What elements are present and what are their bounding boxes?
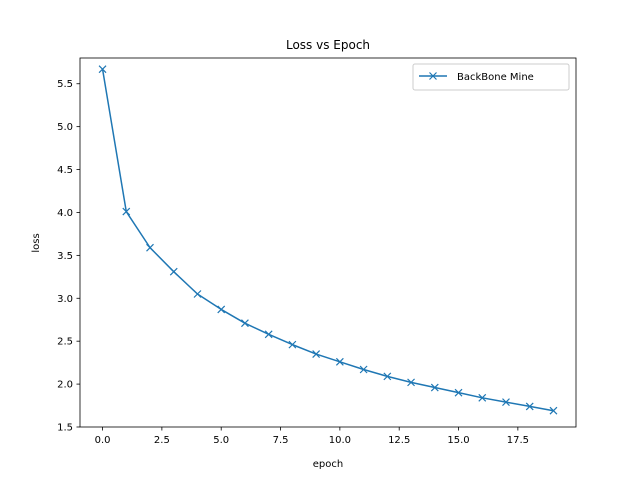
legend-box	[412, 63, 570, 91]
y-tick-label: 4.0	[57, 208, 73, 219]
data-point-marker	[383, 372, 392, 381]
data-point-marker	[193, 290, 202, 298]
plot-area: 0.0 2.5 5.0 7.5 10.0 12.5 15.0 17.5 1.5 2.0 2.5 3.0…	[57, 65, 558, 446]
x-tick-label: 7.5	[273, 435, 289, 446]
data-point-marker	[264, 330, 273, 339]
data-point-marker	[478, 393, 487, 402]
data-point-marker	[549, 406, 558, 415]
x-tick-label: 0.0	[95, 435, 111, 446]
data-point-marker	[169, 267, 178, 276]
legend-marker-swatch	[429, 72, 437, 80]
legend-entry-label: BackBone Mine	[457, 72, 534, 83]
legend: BackBone Mine	[412, 63, 570, 91]
data-point-marker	[525, 402, 534, 411]
y-axis-label: loss	[31, 233, 42, 252]
data-point-marker	[98, 65, 107, 74]
x-tick-label: 12.5	[388, 435, 410, 446]
data-point-marker	[454, 388, 463, 397]
y-tick-label: 5.0	[57, 122, 73, 133]
chart-title: Loss vs Epoch	[286, 38, 370, 52]
y-tick-label: 1.5	[57, 423, 73, 434]
data-point-marker	[407, 378, 415, 387]
series-line-0	[101, 69, 554, 412]
data-point-marker	[241, 319, 249, 328]
x-tick-label: 17.5	[507, 435, 529, 446]
data-point-marker	[312, 350, 321, 358]
y-tick-label: 2.5	[57, 337, 73, 348]
data-point-marker	[288, 340, 297, 349]
data-point-marker	[122, 207, 131, 216]
y-tick-label: 4.5	[57, 165, 73, 176]
x-tick-label: 15.0	[447, 435, 469, 446]
data-point-marker	[430, 383, 439, 392]
y-tick-label: 3.0	[57, 294, 73, 305]
x-tick-label: 2.5	[154, 435, 170, 446]
data-point-marker	[359, 365, 368, 374]
x-tick-label: 10.0	[329, 435, 351, 446]
x-axis-label: epoch	[313, 459, 343, 470]
y-tick-label: 5.5	[57, 79, 73, 90]
y-tick-label: 2.0	[57, 380, 73, 391]
data-point-marker	[146, 243, 154, 252]
data-point-marker	[502, 398, 510, 407]
data-point-marker	[217, 305, 226, 314]
data-point-marker	[335, 357, 344, 366]
x-tick-label: 5.0	[213, 435, 229, 446]
y-tick-label: 3.5	[57, 251, 73, 262]
axes-frame	[79, 57, 577, 428]
